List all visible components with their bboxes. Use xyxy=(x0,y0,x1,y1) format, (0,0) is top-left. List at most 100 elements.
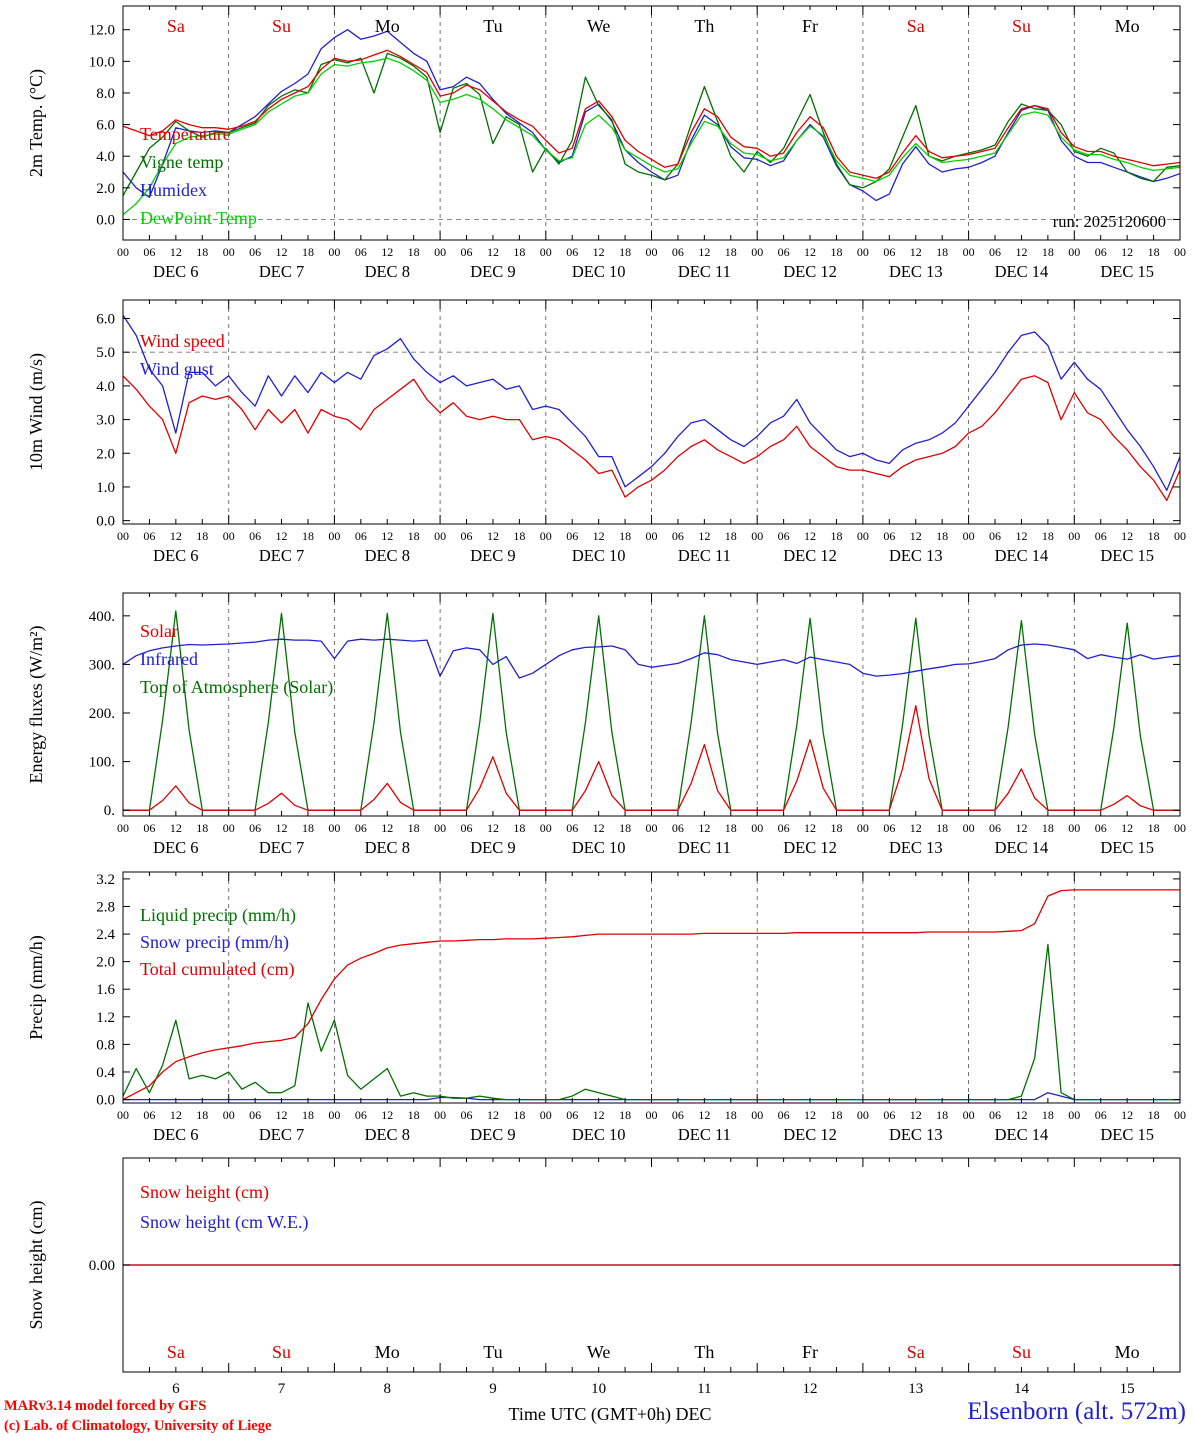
x-hour-label: 06 xyxy=(883,1108,895,1122)
x-hour-label: 00 xyxy=(646,821,658,835)
x-hour-label: 12 xyxy=(910,821,922,835)
x-hour-label: 12 xyxy=(698,529,710,543)
y-tick-label: 8.0 xyxy=(96,86,115,102)
x-hour-label: 12 xyxy=(593,529,605,543)
x-hour-label: 00 xyxy=(857,245,869,259)
x-day-label: DEC 13 xyxy=(889,838,943,857)
x-day-label: DEC 12 xyxy=(783,1125,837,1144)
x-hour-label: 12 xyxy=(487,1108,499,1122)
x-hour-label: 18 xyxy=(1042,245,1054,259)
x-hour-label: 00 xyxy=(223,1108,235,1122)
x-hour-label: 06 xyxy=(1095,529,1107,543)
y-tick-label: 4.0 xyxy=(96,379,115,395)
x-hour-label: 06 xyxy=(355,529,367,543)
day-name-label: Fr xyxy=(802,16,818,36)
x-hour-label: 12 xyxy=(910,529,922,543)
x-day-label: DEC 6 xyxy=(153,546,198,565)
x-day-label: DEC 14 xyxy=(995,262,1049,281)
x-hour-label: 18 xyxy=(1042,529,1054,543)
x-hour-label: 00 xyxy=(1068,821,1080,835)
x-hour-label: 18 xyxy=(302,821,314,835)
day-name-label: We xyxy=(587,1342,611,1362)
y-tick-label: 2.4 xyxy=(96,927,115,943)
x-hour-label: 06 xyxy=(778,529,790,543)
panel-precip: 0.0 0.4 0.8 1.2 1.6 2.0 2.4 2.8 3.2 00 06 12 18 00 06 1… xyxy=(26,871,1186,1144)
x-hour-label: 06 xyxy=(883,245,895,259)
y-tick-label: 100. xyxy=(89,755,115,771)
x-hour-label: 06 xyxy=(355,1108,367,1122)
panel-snow: 0.00 6 7 8 9 10 11 12 13 14 15 Sa Su Mo Tu We Th Fr Sa Su Mo… xyxy=(26,1157,1181,1397)
x-hour-label: 06 xyxy=(143,245,155,259)
day-name-label: Su xyxy=(1012,1342,1031,1362)
y-axis-title: 2m Temp. (°C) xyxy=(26,69,47,177)
x-hour-label: 12 xyxy=(1015,1108,1027,1122)
x-hour-label: 06 xyxy=(461,1108,473,1122)
x-hour-label: 18 xyxy=(619,1108,631,1122)
x-hour-label: 00 xyxy=(223,245,235,259)
x-hour-label: 06 xyxy=(1095,245,1107,259)
x-hour-label: 18 xyxy=(830,529,842,543)
x-hour-label: 18 xyxy=(619,821,631,835)
x-hour-label: 00 xyxy=(1174,529,1186,543)
x-hour-label: 00 xyxy=(117,1108,129,1122)
x-day-label: DEC 8 xyxy=(365,262,410,281)
x-hour-label: 18 xyxy=(936,1108,948,1122)
y-tick-label: 3.0 xyxy=(96,413,115,429)
y-tick-label: 0.0 xyxy=(96,212,115,228)
x-hour-label: 00 xyxy=(117,245,129,259)
x-hour-label: 12 xyxy=(276,245,288,259)
x-hour-label: 18 xyxy=(725,529,737,543)
x-day-label: DEC 15 xyxy=(1100,546,1154,565)
y-tick-label: 10.0 xyxy=(89,54,115,70)
x-hour-label: 06 xyxy=(461,245,473,259)
x-hour-label: 06 xyxy=(249,1108,261,1122)
x-hour-label: 18 xyxy=(302,1108,314,1122)
y-tick-label: 6.0 xyxy=(96,312,115,328)
x-hour-label: 06 xyxy=(883,529,895,543)
x-hour-label: 12 xyxy=(804,529,816,543)
credit-line-2: (c) Lab. of Climatology, University of L… xyxy=(4,1418,272,1434)
x-hour-label: 18 xyxy=(513,529,525,543)
x-hour-label: 12 xyxy=(276,1108,288,1122)
x-day-label: DEC 13 xyxy=(889,262,943,281)
panel-wind: 0.0 1.0 2.0 3.0 4.0 5.0 6.0 00 06 12 18 00 06 12 18 00 0… xyxy=(26,299,1186,565)
x-day-label: DEC 13 xyxy=(889,1125,943,1144)
legend-wind-gust: Wind gust xyxy=(140,359,214,379)
y-tick-label: 4.0 xyxy=(96,149,115,165)
x-hour-label: 18 xyxy=(830,821,842,835)
x-day-number: 8 xyxy=(384,1381,392,1397)
x-hour-label: 06 xyxy=(1095,1108,1107,1122)
x-day-label: DEC 6 xyxy=(153,262,198,281)
x-hour-label: 06 xyxy=(143,821,155,835)
y-tick-label: 300. xyxy=(89,657,115,673)
legend-dewpoint-temp: DewPoint Temp xyxy=(140,208,257,228)
x-hour-label: 00 xyxy=(646,1108,658,1122)
x-hour-label: 12 xyxy=(170,529,182,543)
x-hour-label: 06 xyxy=(672,1108,684,1122)
x-day-label: DEC 9 xyxy=(470,1125,515,1144)
y-tick-label: 1.2 xyxy=(96,1010,115,1026)
x-hour-label: 06 xyxy=(989,245,1001,259)
panel-temperature: 0.0 2.0 4.0 6.0 8.0 10.0 12.0 00 06 12 18 00 06 12 18 0… xyxy=(26,5,1186,281)
x-hour-label: 12 xyxy=(1015,245,1027,259)
x-hour-label: 00 xyxy=(857,529,869,543)
x-day-label: DEC 9 xyxy=(470,546,515,565)
series-wind-speed-line xyxy=(123,375,1180,502)
x-day-number: 10 xyxy=(591,1381,606,1397)
y-tick-label: 0.4 xyxy=(96,1065,115,1081)
x-hour-label: 12 xyxy=(381,529,393,543)
day-name-label: Su xyxy=(272,1342,291,1362)
x-day-number: 9 xyxy=(489,1381,497,1397)
x-hour-label: 12 xyxy=(487,821,499,835)
x-hour-label: 06 xyxy=(461,821,473,835)
x-hour-label: 12 xyxy=(1015,529,1027,543)
credit-line-1: MARv3.14 model forced by GFS xyxy=(4,1398,207,1414)
day-name-label: Mo xyxy=(375,1342,400,1362)
day-name-label: Mo xyxy=(1115,16,1140,36)
day-name-label: Sa xyxy=(167,1342,185,1362)
y-axis-title: Precip (mm/h) xyxy=(26,935,47,1039)
series-total-cumulated-line xyxy=(123,889,1180,1101)
x-day-number: 11 xyxy=(697,1381,711,1397)
series-dewpoint-temp-line xyxy=(123,57,1180,216)
x-day-label: DEC 15 xyxy=(1100,1125,1154,1144)
